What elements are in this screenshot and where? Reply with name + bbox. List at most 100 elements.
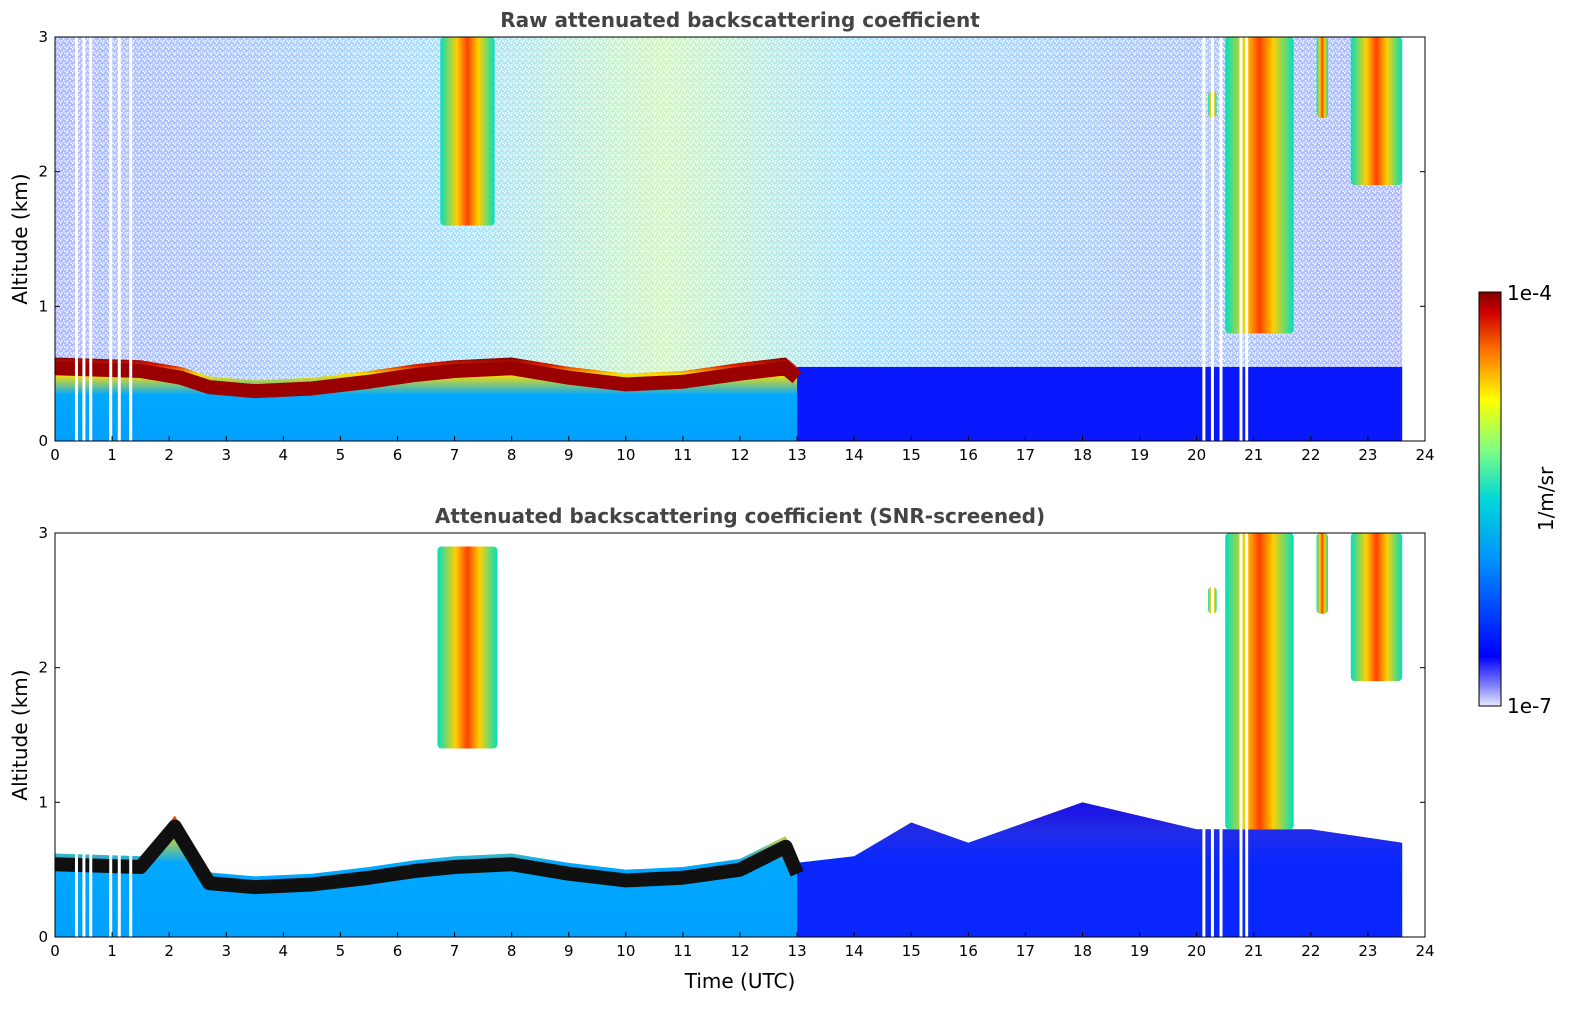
low-signal-region	[797, 802, 1403, 937]
x-tick-label: 4	[279, 942, 289, 960]
y-tick-label: 3	[38, 524, 48, 542]
x-tick-label: 0	[50, 942, 60, 960]
x-axis: 0 1 2 3 4 5 6 7 8 9 10 11 12 13 14 15 16 17 18 19 20 21 22 23 24	[50, 436, 1435, 464]
data-gap	[1210, 37, 1214, 441]
x-tick-label: 23	[1358, 942, 1377, 960]
x-tick-label: 19	[1130, 942, 1149, 960]
y-axis: 0 1 2 3	[38, 524, 1425, 946]
boundary-layer-top	[54, 361, 802, 399]
data-gap	[1239, 533, 1243, 937]
y-axis-label: Altitude (km)	[8, 669, 32, 800]
x-tick-label: 1	[107, 446, 117, 464]
x-tick-label: 2	[164, 446, 174, 464]
x-tick-label: 5	[336, 942, 346, 960]
x-tick-label: 11	[673, 446, 692, 464]
y-tick-label: 2	[38, 163, 48, 181]
y-tick-label: 3	[38, 28, 48, 46]
x-tick-label: 2	[164, 942, 174, 960]
x-axis-label: Time (UTC)	[684, 969, 796, 993]
data-gap	[129, 533, 133, 937]
snr-screened-backscatter-panel: Attenuated backscattering coefficient (S…	[8, 504, 1435, 993]
x-tick-label: 7	[450, 942, 460, 960]
data-gap	[1202, 37, 1206, 441]
x-tick-label: 11	[673, 942, 692, 960]
x-tick-label: 20	[1187, 942, 1206, 960]
x-tick-label: 8	[507, 942, 517, 960]
x-tick-label: 16	[959, 942, 978, 960]
x-tick-label: 6	[393, 446, 403, 464]
data-gap	[82, 37, 86, 441]
data-gap	[109, 37, 113, 441]
cloud-feature	[1350, 37, 1403, 186]
x-tick-label: 15	[902, 942, 921, 960]
raw-backscatter-panel: Raw attenuated backscattering coefficien…	[8, 8, 1435, 464]
cloud-feature	[1316, 37, 1328, 118]
data-gap	[1202, 533, 1206, 937]
data-gap	[117, 533, 121, 937]
colorbar-max-label: 1e-4	[1507, 281, 1552, 305]
cloud-feature	[440, 37, 495, 226]
x-tick-label: 19	[1130, 446, 1149, 464]
colorbar-unit-label: 1/m/sr	[1534, 466, 1558, 531]
x-tick-label: 3	[221, 446, 231, 464]
x-tick-label: 10	[616, 446, 635, 464]
x-tick-label: 24	[1415, 942, 1434, 960]
x-tick-label: 9	[564, 942, 574, 960]
x-tick-label: 17	[1016, 446, 1035, 464]
x-tick-label: 5	[336, 446, 346, 464]
y-tick-label: 0	[38, 432, 48, 450]
data-gap	[89, 533, 93, 937]
colorbar: 1e-4 1e-7 1/m/sr	[1478, 281, 1558, 718]
x-tick-label: 22	[1301, 942, 1320, 960]
data-gap	[117, 37, 121, 441]
x-tick-label: 8	[507, 446, 517, 464]
x-tick-label: 4	[279, 446, 289, 464]
colorbar-gradient	[1478, 291, 1502, 707]
x-tick-label: 21	[1244, 942, 1263, 960]
cloud-feature	[1225, 533, 1294, 830]
x-tick-label: 24	[1415, 446, 1434, 464]
x-tick-label: 16	[959, 446, 978, 464]
panel-title: Raw attenuated backscattering coefficien…	[500, 8, 980, 32]
data-gap	[74, 533, 78, 937]
x-tick-label: 14	[845, 446, 864, 464]
data-gap	[82, 533, 86, 937]
cloud-feature	[1350, 533, 1403, 682]
x-tick-label: 23	[1358, 446, 1377, 464]
y-tick-label: 1	[38, 297, 48, 315]
x-tick-label: 12	[730, 942, 749, 960]
x-tick-label: 6	[393, 942, 403, 960]
data-gap	[1245, 37, 1249, 441]
x-tick-label: 18	[1073, 446, 1092, 464]
x-tick-label: 9	[564, 446, 574, 464]
boundary-layer-top	[54, 819, 804, 895]
x-tick-label: 15	[902, 446, 921, 464]
data-gap	[1245, 533, 1249, 937]
x-tick-label: 1	[107, 942, 117, 960]
x-tick-label: 13	[788, 942, 807, 960]
heatmap-area	[54, 533, 1403, 937]
data-gap	[1219, 533, 1223, 937]
heatmap-area	[54, 37, 1403, 441]
panel-title: Attenuated backscattering coefficient (S…	[435, 504, 1045, 528]
x-tick-label: 3	[221, 942, 231, 960]
x-tick-label: 10	[616, 942, 635, 960]
x-axis: 0 1 2 3 4 5 6 7 8 9 10 11 12 13 14 15 16 17 18 19 20 21 22 23 24	[50, 932, 1435, 960]
y-axis-label: Altitude (km)	[8, 173, 32, 304]
data-gap	[1239, 37, 1243, 441]
x-tick-label: 12	[730, 446, 749, 464]
x-tick-label: 18	[1073, 942, 1092, 960]
low-signal-region	[797, 366, 1403, 441]
cloud-feature	[1225, 37, 1294, 334]
data-gap	[1210, 533, 1214, 937]
x-tick-label: 20	[1187, 446, 1206, 464]
x-tick-label: 7	[450, 446, 460, 464]
cloud-feature	[1316, 533, 1328, 614]
data-gap	[74, 37, 78, 441]
y-tick-label: 0	[38, 928, 48, 946]
y-axis: 0 1 2 3	[38, 28, 1425, 450]
data-gap	[109, 533, 113, 937]
colorbar-min-label: 1e-7	[1507, 694, 1552, 718]
y-tick-label: 1	[38, 793, 48, 811]
data-gap	[1219, 37, 1223, 441]
